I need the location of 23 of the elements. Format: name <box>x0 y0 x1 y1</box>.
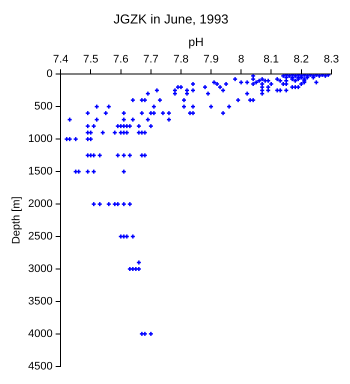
y-tick-label: 1000 <box>28 133 53 146</box>
chart-title: JGZK in June, 1993 <box>114 11 228 26</box>
x-tick-label: 7.9 <box>203 54 219 66</box>
y-tick-label: 2000 <box>28 198 53 210</box>
y-tick-label: 3500 <box>28 296 53 308</box>
y-tick-label: 4500 <box>28 360 53 372</box>
y-tick-label: 500 <box>34 100 53 113</box>
x-tick-label: 8.2 <box>294 54 309 66</box>
y-axis-title: Depth [m] <box>10 196 23 244</box>
x-tick-label: 7.4 <box>53 54 68 66</box>
x-tick-label: 7.8 <box>173 54 189 66</box>
x-tick-label: 8.1 <box>264 54 279 66</box>
x-tick-label: 7.7 <box>143 54 159 66</box>
x-axis-title: pH <box>188 35 204 50</box>
x-tick-label: 7.5 <box>83 54 98 66</box>
y-tick-label: 2500 <box>28 230 53 243</box>
y-tick-label: 0 <box>46 68 53 80</box>
y-tick-label: 4000 <box>28 328 53 340</box>
x-tick-label: 8 <box>238 54 244 66</box>
x-tick-label: 8.3 <box>324 54 340 66</box>
x-tick-label: 7.6 <box>113 54 128 66</box>
y-tick-label: 3000 <box>28 263 53 276</box>
y-tick-label: 1500 <box>28 166 53 178</box>
